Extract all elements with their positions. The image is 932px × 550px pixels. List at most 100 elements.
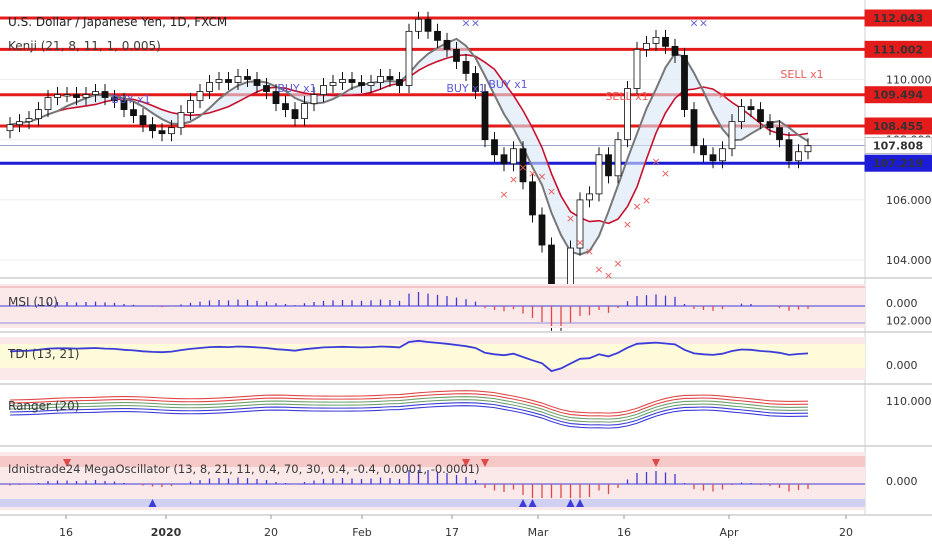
time-tick-label: 20 bbox=[264, 526, 278, 539]
mega-upper-band bbox=[0, 456, 865, 467]
candle-body bbox=[443, 39, 451, 50]
signal-x-marker: × bbox=[699, 16, 708, 29]
candle-body bbox=[662, 36, 669, 47]
price-badge bbox=[864, 40, 932, 58]
price-badge-label: 109.494 bbox=[873, 89, 923, 102]
candle-body bbox=[367, 82, 375, 86]
candle-body bbox=[415, 18, 422, 32]
ranger-indicator-label[interactable]: Ranger (20) bbox=[8, 399, 80, 413]
candle-body bbox=[690, 109, 698, 147]
time-tick-label: 2020 bbox=[151, 526, 182, 539]
signal-x-marker: × bbox=[528, 167, 537, 180]
candle-body bbox=[529, 181, 536, 216]
price-badge-label: 108.455 bbox=[873, 120, 923, 133]
candle-body bbox=[434, 30, 441, 41]
candle-body bbox=[6, 124, 14, 132]
candle-body bbox=[738, 106, 745, 123]
candle-body bbox=[329, 82, 337, 86]
price-tick-label: 106.000 bbox=[886, 194, 932, 207]
candle-body bbox=[576, 199, 584, 249]
ranger-line bbox=[9, 402, 809, 426]
msi-pane[interactable] bbox=[0, 284, 865, 328]
time-axis[interactable]: 16 2020 20 Feb 17 Mar 16 Apr 20 bbox=[59, 515, 853, 539]
signal-label: BUY x1 bbox=[446, 82, 485, 95]
candle-body bbox=[348, 79, 356, 83]
mega-lower-band bbox=[0, 499, 865, 507]
candle-body bbox=[310, 94, 318, 104]
candle-body bbox=[111, 97, 118, 101]
mega-sell-arrow bbox=[481, 459, 489, 467]
tdi-indicator-label[interactable]: TDI (13, 21) bbox=[8, 347, 80, 361]
candle-body bbox=[215, 79, 223, 83]
signal-label: BUY x1 bbox=[111, 93, 150, 106]
candle-body bbox=[462, 61, 470, 74]
mega-buy-arrow bbox=[566, 499, 575, 507]
signal-x-marker: × bbox=[613, 257, 622, 270]
signal-x-marker: × bbox=[566, 212, 575, 225]
pane-separators bbox=[0, 0, 932, 516]
mega-axis-label: 0.000 bbox=[886, 475, 918, 488]
msi-axis-label: 0.000 bbox=[886, 297, 918, 310]
candle-body bbox=[510, 148, 517, 165]
candle-body bbox=[82, 94, 90, 98]
signal-x-marker: × bbox=[642, 194, 651, 207]
candle-body bbox=[795, 151, 802, 162]
candle-body bbox=[73, 94, 80, 98]
candle-body bbox=[500, 154, 508, 165]
candle-body bbox=[187, 100, 194, 114]
megaoscillator-indicator-label[interactable]: Idnistrade24 MegaOscillator (13, 8, 21, … bbox=[8, 462, 480, 476]
msi-indicator-label[interactable]: MSI (10) bbox=[8, 295, 58, 309]
time-tick-label: 16 bbox=[617, 526, 631, 539]
time-tick-label: Apr bbox=[719, 526, 739, 539]
candle-body bbox=[605, 154, 612, 177]
time-tick-label: 16 bbox=[59, 526, 73, 539]
candle-body bbox=[776, 127, 783, 141]
ranger-pane[interactable] bbox=[9, 390, 809, 429]
candle-body bbox=[101, 91, 109, 98]
candle-body bbox=[225, 79, 232, 83]
candle-body bbox=[168, 127, 175, 135]
mega-sell-arrow bbox=[462, 459, 470, 467]
time-tick-label: 17 bbox=[445, 526, 459, 539]
signal-x-marker: × bbox=[585, 245, 594, 258]
ranger-line bbox=[9, 399, 809, 423]
candle-body bbox=[206, 82, 213, 92]
price-badge-label: 107.219 bbox=[873, 157, 923, 170]
signal-x-marker: × bbox=[623, 218, 632, 231]
signal-label: SELL x1 bbox=[605, 90, 648, 103]
megaoscillator-pane[interactable] bbox=[0, 452, 865, 510]
candle-body bbox=[16, 121, 23, 126]
kenji-cloud bbox=[10, 38, 808, 255]
candle-body bbox=[377, 76, 384, 83]
candle-body bbox=[472, 73, 479, 92]
candle-body bbox=[92, 91, 99, 95]
signal-x-marker: × bbox=[499, 188, 508, 201]
kenji-indicator-label[interactable]: Kenji (21, 8, 11, 1, 0.005) bbox=[8, 39, 161, 53]
candle-body bbox=[177, 112, 185, 129]
candlestick-series[interactable] bbox=[6, 11, 812, 331]
mega-buy-arrow bbox=[519, 499, 527, 507]
candle-body bbox=[301, 103, 308, 120]
tdi-line bbox=[9, 339, 809, 373]
candle-body bbox=[282, 103, 289, 110]
candle-body bbox=[491, 139, 498, 156]
candle-body bbox=[453, 48, 460, 62]
tdi-pane[interactable] bbox=[0, 337, 865, 380]
price-tick-label: 104.000 bbox=[886, 254, 932, 267]
price-badge bbox=[864, 154, 932, 172]
candle-body bbox=[766, 121, 774, 129]
candle-body bbox=[272, 91, 280, 104]
candle-body bbox=[63, 94, 71, 97]
candle-body bbox=[747, 106, 755, 110]
time-tick-label: 20 bbox=[839, 526, 853, 539]
price-badge-label: 107.808 bbox=[873, 139, 923, 152]
chart-title: U.S. Dollar / Japanese Yen, 1D, FXCM bbox=[8, 15, 228, 29]
price-axis[interactable]: 110.000108.000106.000104.000102.000112.0… bbox=[864, 9, 932, 488]
price-tick-label: 110.000 bbox=[886, 73, 932, 86]
candle-body bbox=[652, 36, 660, 44]
candle-body bbox=[149, 124, 156, 132]
signal-x-marker: × bbox=[509, 173, 518, 186]
